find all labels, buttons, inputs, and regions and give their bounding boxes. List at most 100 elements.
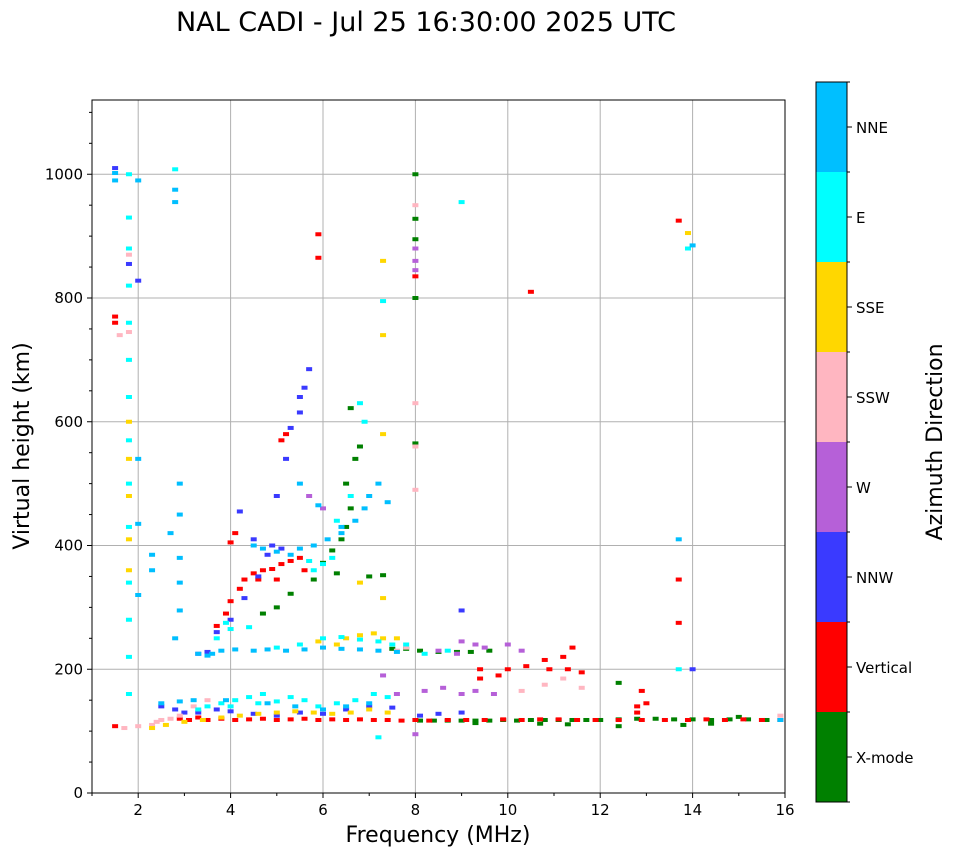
colorbar-segment-e [816,172,847,262]
point-e-4 [259,692,266,696]
point-x-mode-4 [472,718,479,723]
point-sse-31 [125,568,132,573]
x-tick-label-5: 12 [591,801,610,819]
point-ssw-12 [541,682,548,687]
point-e-52 [172,167,179,172]
point-x-mode-17 [671,717,678,722]
y-tick-label-1: 200 [54,660,83,678]
x-tick-label-2: 6 [318,801,328,819]
point-e-23 [338,635,345,640]
point-vertical-2 [186,717,193,722]
point-nne-15 [176,580,183,585]
point-nne-1 [112,178,119,183]
point-nne-23 [324,537,331,542]
point-e-16 [213,636,220,641]
point-vertical-4 [204,717,211,722]
point-vertical-66 [638,688,645,693]
point-nne-5 [172,636,179,641]
point-nnw-5 [255,574,262,579]
point-e-0 [204,704,211,709]
colorbar-segment-nnw [816,532,847,622]
point-x-mode-25 [564,722,571,727]
point-sse-22 [380,333,387,338]
point-nne-27 [366,494,373,498]
point-vertical-55 [477,667,484,672]
point-nne-38 [250,648,257,653]
point-e-5 [273,699,280,704]
point-nne-54 [343,704,350,709]
y-axis-label: Virtual height (km) [10,342,35,549]
point-e-22 [320,636,326,641]
point-nnw-26 [296,710,303,715]
point-vertical-63 [546,667,553,672]
point-w-9 [421,688,428,693]
point-nne-26 [361,506,368,511]
point-nne-58 [777,717,784,722]
point-e-38 [125,172,132,177]
point-vertical-32 [661,717,668,722]
point-x-mode-39 [329,548,336,553]
point-e-57 [375,735,382,740]
point-vertical-43 [241,577,248,582]
point-vertical-64 [564,667,571,672]
point-e-31 [306,558,313,563]
point-sse-23 [380,432,387,437]
point-nne-53 [320,707,326,712]
point-x-mode-47 [259,611,266,616]
point-nnw-11 [273,494,280,498]
point-e-45 [125,438,132,443]
point-sse-28 [125,456,132,461]
point-x-mode-55 [412,216,419,221]
point-w-4 [504,642,511,647]
point-x-mode-56 [412,237,419,242]
point-nnw-24 [250,711,257,716]
point-e-55 [684,246,691,251]
point-x-mode-44 [352,456,359,461]
point-nnw-28 [343,707,350,712]
point-ssw-13 [560,676,567,681]
point-nne-3 [172,187,179,192]
point-vertical-61 [560,654,567,659]
point-nnw-27 [320,711,326,716]
point-e-30 [310,568,317,573]
point-w-15 [412,258,419,263]
point-x-mode-58 [412,441,419,446]
colorbar-label-nne: NNE [856,119,888,137]
point-vertical-13 [329,717,336,722]
point-nnw-19 [195,710,202,715]
point-vertical-77 [112,320,119,325]
point-nne-29 [384,500,391,505]
point-nnw-16 [301,385,308,390]
point-nne-34 [204,653,211,658]
point-nnw-35 [125,261,132,266]
point-e-25 [375,639,382,644]
point-nne-14 [176,555,183,560]
colorbar: X-mode Vertical NNW W SSW SSE E NNE [815,81,913,803]
point-w-0 [453,651,460,656]
point-vertical-70 [675,218,682,223]
point-nnw-33 [458,710,465,715]
point-e-28 [329,555,336,560]
point-nne-37 [232,647,239,652]
point-vertical-65 [578,670,585,675]
point-x-mode-1 [430,718,437,723]
point-x-mode-52 [366,574,373,579]
point-vertical-74 [315,232,322,237]
x-tick-label-3: 8 [411,801,421,819]
point-sse-1 [162,722,169,727]
point-ssw-21 [125,330,132,335]
point-vertical-12 [315,717,322,722]
point-w-2 [472,642,479,647]
point-vertical-50 [301,568,308,573]
point-e-2 [232,698,239,703]
point-ssw-14 [578,685,585,690]
point-vertical-27 [555,717,562,722]
y-tick-label-4: 800 [54,289,83,307]
point-sse-29 [125,494,132,498]
point-vertical-54 [232,531,239,536]
point-vertical-34 [703,717,710,722]
point-vertical-60 [541,657,548,662]
point-nne-33 [195,651,202,656]
point-x-mode-40 [338,537,345,542]
point-e-11 [370,692,377,696]
